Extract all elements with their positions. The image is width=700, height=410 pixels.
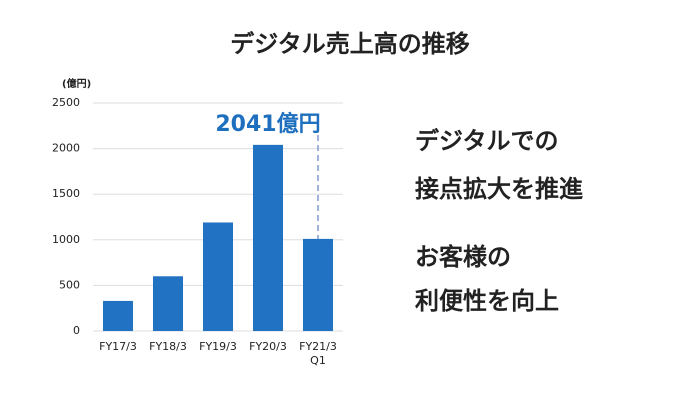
side-text: 接点拡大を推進: [415, 175, 583, 203]
x-tick-label: FY21/3 Q1: [299, 340, 337, 367]
chart-title: デジタル売上高の推移: [230, 30, 470, 58]
side-text: お客様の: [415, 243, 511, 271]
y-tick-label: 1000: [52, 233, 80, 246]
bar: [203, 222, 233, 331]
y-tick-label: 500: [59, 278, 80, 291]
x-tick-label: FY17/3: [99, 340, 137, 353]
y-tick-label: 2500: [52, 96, 80, 109]
x-tick-label: FY20/3: [249, 340, 287, 353]
y-tick-label: 0: [73, 324, 80, 337]
x-tick-label: FY19/3: [199, 340, 237, 353]
value-label: 2041億円: [215, 111, 320, 137]
y-tick-label: 1500: [52, 187, 80, 200]
side-text: 利便性を向上: [415, 287, 559, 315]
bar: [103, 300, 133, 331]
side-text: デジタルでの: [415, 127, 559, 155]
bar: [153, 276, 183, 331]
bar: [253, 144, 283, 331]
y-tick-label: 2000: [52, 142, 80, 155]
y-unit: (億円): [62, 77, 91, 90]
bar: [303, 238, 333, 331]
x-tick-label: FY18/3: [149, 340, 187, 353]
